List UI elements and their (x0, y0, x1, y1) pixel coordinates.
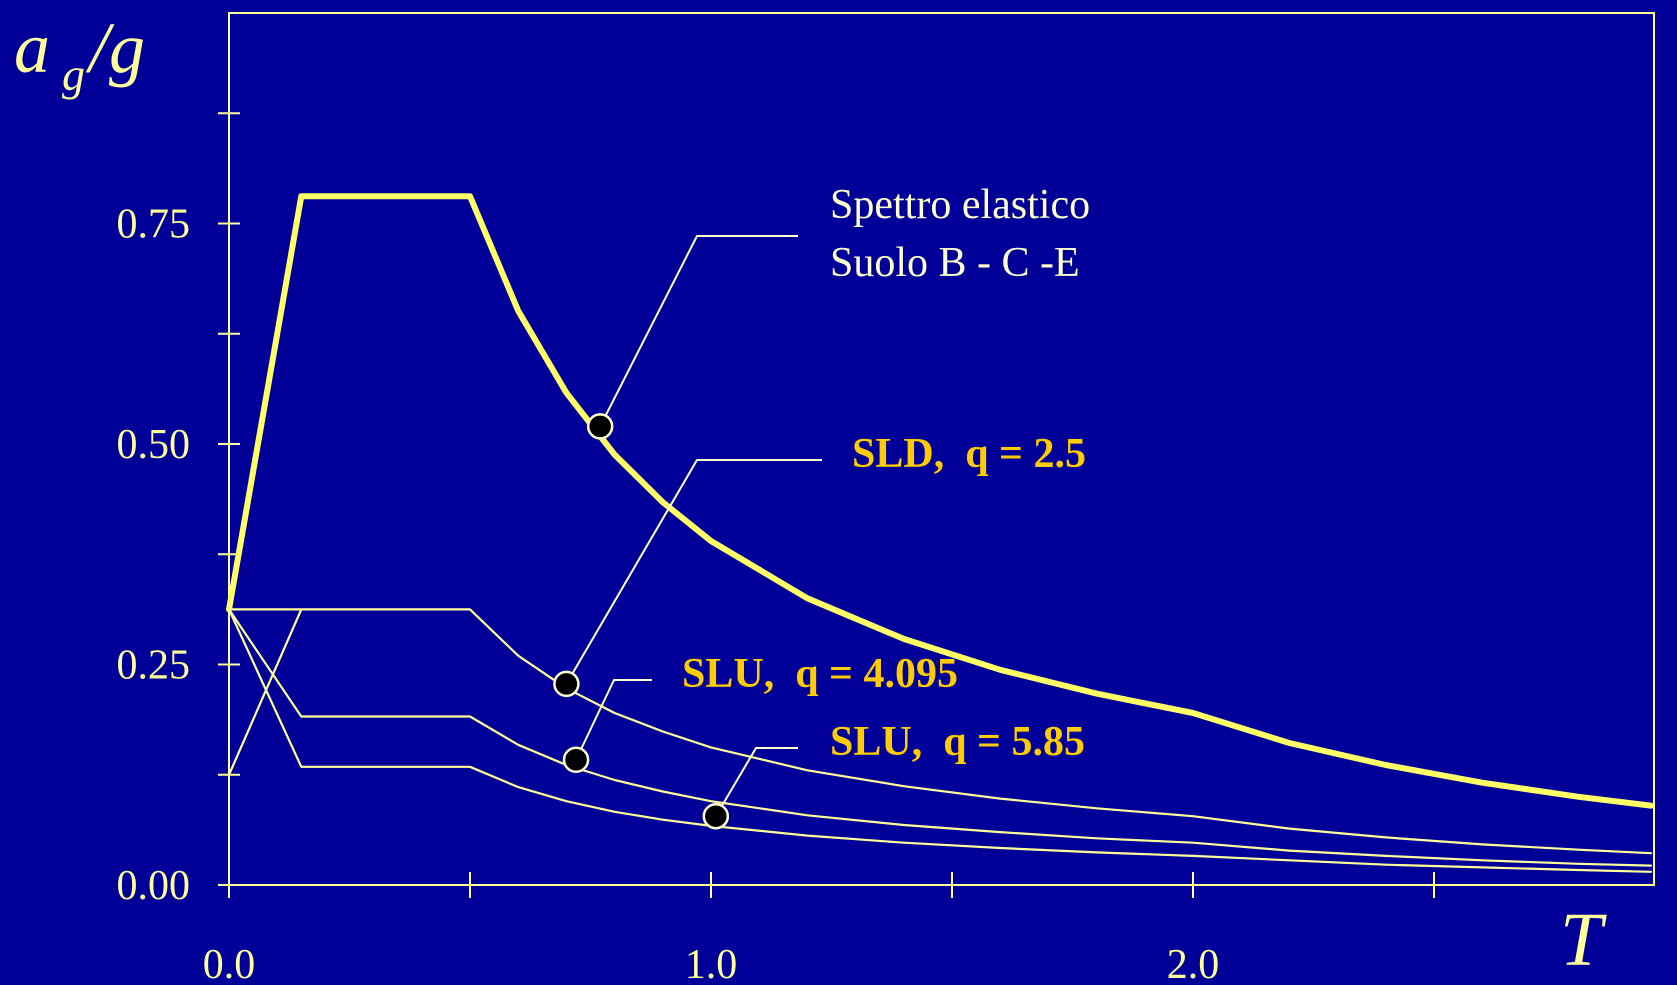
annotation-label: SLU, q = 4.095 (682, 651, 958, 697)
y-tick-label: 0.50 (117, 422, 191, 468)
y-tick-label: 0.25 (117, 643, 191, 689)
series-line-3 (227, 608, 1653, 873)
y-axis-label: a g/g (14, 8, 145, 100)
axis-ticks (218, 112, 1435, 898)
annotation-marker (702, 802, 730, 830)
annotation-marker (562, 746, 590, 774)
annotation-leader-line (599, 235, 798, 427)
x-tick-label: 2.0 (1167, 942, 1220, 985)
annotation-label: Suolo B - C -E (830, 240, 1080, 286)
tick-labels: 0.00 0.25 0.50 0.75 0.0 1.0 2.0 (117, 202, 1220, 985)
x-tick-label: 0.0 (203, 942, 256, 985)
annotation-marker (586, 413, 614, 440)
series-line-1 (227, 608, 1653, 855)
annotation-leader-line (575, 679, 652, 761)
y-axis-label-tail: /g (85, 8, 145, 88)
annotation-leader-line (714, 747, 798, 817)
annotation-markers (553, 413, 730, 830)
series-layer (226, 193, 1654, 873)
annotation-marker (553, 670, 580, 698)
annotation-label: SLD, q = 2.5 (852, 431, 1086, 477)
y-tick-label: 0.75 (117, 202, 191, 248)
plot-frame (228, 12, 1655, 886)
series-line-2 (227, 608, 1653, 867)
y-axis-label-sub: g (62, 49, 85, 100)
annotation-label: Spettro elastico (830, 182, 1090, 228)
annotation-leader-line (565, 459, 822, 685)
y-tick-label: 0.00 (117, 863, 191, 909)
series-line-elastic (226, 193, 1654, 809)
series-line-4 (227, 608, 303, 776)
annotation-labels: Spettro elastico Suolo B - C -E SLD, q = 2… (682, 182, 1090, 765)
annotation-leaders (565, 235, 822, 817)
x-tick-label: 1.0 (685, 942, 738, 985)
annotation-label: SLU, q = 5.85 (830, 719, 1085, 765)
x-axis-label: T (1560, 898, 1607, 982)
y-axis-label-main: a (14, 8, 50, 88)
